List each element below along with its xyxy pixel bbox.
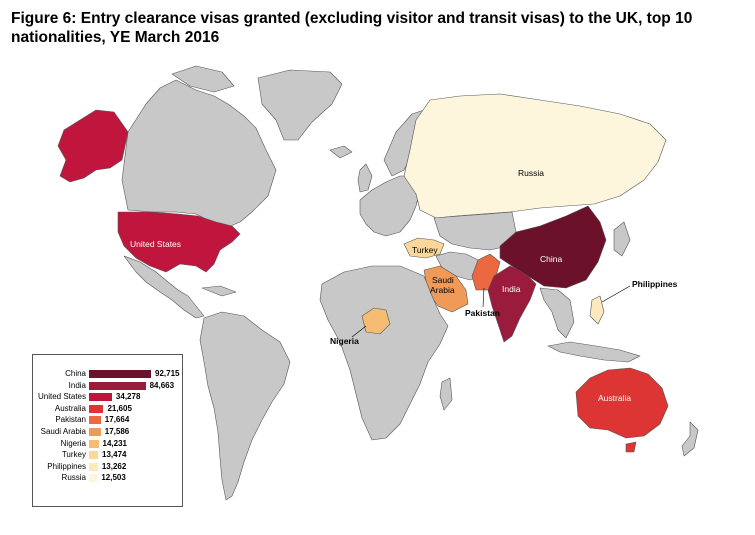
country-indonesia [547, 341, 641, 363]
legend-bar [89, 370, 151, 378]
legend-row: China 92,715 [33, 368, 182, 380]
legend-bar [89, 381, 146, 390]
legend-value-label: 13,262 [101, 461, 127, 471]
legend-bar [89, 462, 98, 471]
country-china [499, 205, 607, 289]
legend-category-label: United States [37, 392, 86, 402]
legend-value-label: 17,586 [104, 427, 130, 436]
country-russia [403, 93, 667, 219]
country-europe [359, 175, 421, 237]
leader-pakistan [482, 287, 485, 308]
legend-category-label: Russia [61, 473, 86, 483]
legend-bar [89, 393, 112, 402]
label-pakistan: Pakistan [465, 308, 500, 318]
legend-value-label: 14,231 [102, 438, 127, 448]
country-united-states [117, 211, 241, 273]
leader-nigeria [351, 325, 367, 338]
country-australia [575, 367, 669, 439]
legend-row: India 84,663 [33, 380, 182, 392]
legend-row: Philippines 13,262 [33, 461, 182, 473]
country-philippines [589, 295, 605, 325]
legend-value-label: 34,278 [115, 392, 141, 402]
legend-row: Pakistan 17,664 [33, 414, 182, 426]
legend-value-label: 84,663 [149, 380, 175, 390]
legend-bar [89, 451, 98, 460]
label-saudi-arabia-2: Arabia [430, 285, 455, 295]
legend-category-label: Australia [54, 403, 86, 413]
legend-category-label: Nigeria [60, 438, 86, 448]
legend-bar [89, 439, 99, 448]
legend-category-label: Pakistan [55, 415, 86, 425]
country-greenland [257, 69, 343, 141]
legend-category-label: Saudi Arabia [40, 427, 86, 436]
country-canada [121, 79, 277, 229]
label-china: China [540, 254, 562, 264]
legend-row: United States 34,278 [33, 391, 182, 403]
legend-category-label: China [65, 369, 86, 378]
legend-value-label: 12,503 [101, 473, 126, 483]
legend-bar [89, 416, 101, 425]
figure-title: Figure 6: Entry clearance visas granted … [11, 10, 693, 46]
legend-value-label: 13,474 [102, 450, 127, 460]
country-japan [613, 221, 631, 257]
legend-category-label: Turkey [61, 450, 86, 460]
label-united-states: United States [130, 239, 181, 249]
label-nigeria: Nigeria [330, 336, 359, 346]
legend-row: Russia 12,503 [33, 472, 182, 484]
legend-row: Nigeria 14,231 [33, 438, 182, 450]
country-mexico [123, 255, 205, 319]
country-caribbean [201, 285, 237, 297]
legend-row: Turkey 13,474 [33, 449, 182, 461]
label-turkey: Turkey [412, 245, 438, 255]
legend-bar [89, 404, 104, 413]
legend-bar [89, 428, 101, 436]
legend-category-label: Philippines [47, 461, 86, 471]
legend-bar [89, 474, 98, 483]
label-saudi-arabia-1: Saudi [432, 275, 454, 285]
legend-value-label: 21,605 [107, 403, 132, 413]
country-madagascar [439, 377, 453, 411]
legend-category-label: India [68, 380, 86, 390]
label-russia: Russia [518, 168, 544, 178]
country-new-zealand [681, 421, 699, 457]
country-turkey [403, 237, 445, 259]
leader-philippines [601, 285, 631, 303]
legend-value-label: 17,664 [104, 415, 130, 425]
country-iceland [329, 145, 353, 159]
country-uk [357, 163, 373, 193]
country-tasmania [625, 441, 637, 453]
legend-value-label: 92,715 [155, 369, 180, 378]
legend-row: Australia 21,605 [33, 403, 182, 415]
country-southeast-asia [539, 287, 575, 339]
country-alaska [57, 109, 129, 183]
label-australia: Australia [598, 393, 631, 403]
country-india [487, 265, 537, 343]
country-nigeria [361, 307, 391, 335]
country-africa [319, 265, 449, 441]
country-arctic-islands [171, 65, 235, 93]
legend-bar-chart: China 92,715 India 84,663 United States 34,27… [32, 354, 183, 507]
legend-row: Saudi Arabia 17,586 [33, 426, 182, 438]
country-south-america [199, 311, 291, 501]
label-philippines: Philippines [632, 279, 678, 289]
label-india: India [502, 284, 521, 294]
